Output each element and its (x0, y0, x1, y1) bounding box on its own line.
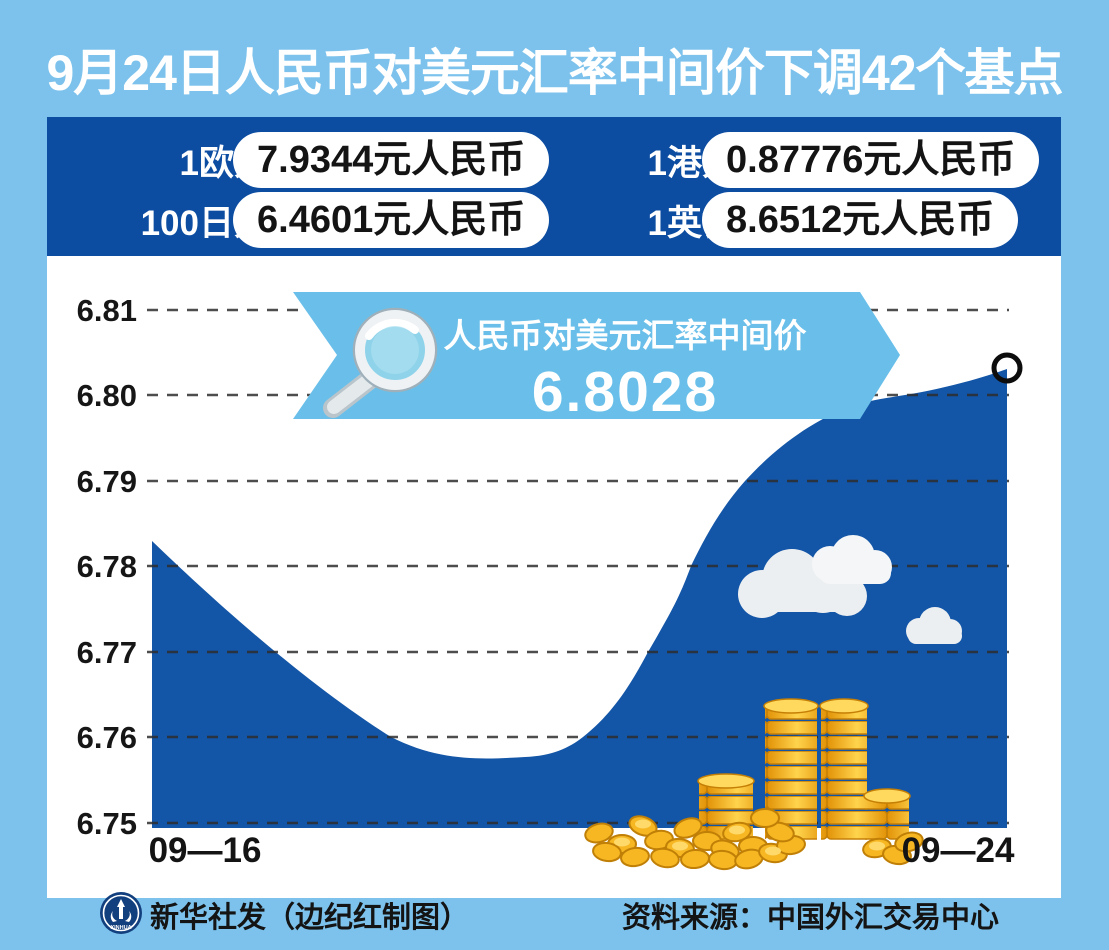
end-point-marker (991, 352, 1023, 384)
rate-value-pill-gbp: 8.6512元人民币 (702, 192, 1019, 248)
y-axis-label: 6.76 (77, 720, 137, 755)
badge-value: 6.8028 (531, 360, 719, 424)
rate-value-pill-jpy: 6.4601元人民币 (233, 192, 550, 248)
y-axis-label: 6.78 (77, 549, 137, 584)
x-axis-label-start: 09—16 (149, 831, 262, 870)
rate-value-pill-hkd: 0.87776元人民币 (702, 132, 1040, 188)
xinhua-logo-text: XINHUA (110, 925, 131, 931)
xinhua-logo-icon: XINHUA (100, 892, 142, 934)
cloud-icon (738, 535, 892, 618)
credit-text: 新华社发（边纪红制图） (150, 902, 470, 934)
exchange-rates-panel: 1欧元 7.9344元人民币 1港元 0.87776元人民币 100日元 6.4… (47, 117, 1061, 256)
rate-value-pill-eur: 7.9344元人民币 (233, 132, 550, 188)
rate-badge: 人民币对美元汇率中间价 6.8028 (293, 292, 900, 419)
x-axis-label-end: 09—24 (902, 831, 1015, 870)
magnifier-icon (323, 307, 438, 418)
badge-label: 人民币对美元汇率中间价 (443, 317, 807, 354)
area-series (152, 369, 1007, 828)
source-text: 资料来源：中国外汇交易中心 (622, 902, 1000, 934)
y-axis-label: 6.81 (77, 293, 137, 328)
page-title: 9月24日人民币对美元汇率中间价下调42个基点 (46, 45, 1063, 101)
y-axis-label: 6.77 (77, 635, 137, 670)
y-axis-label: 6.80 (77, 378, 137, 413)
scattered-gold-coins-icon (584, 808, 924, 871)
y-axis-label: 6.79 (77, 464, 137, 499)
y-axis-label: 6.75 (77, 806, 137, 841)
small-cloud-icon (906, 607, 962, 644)
chart-panel: 6.81 6.80 6.79 6.78 6.77 6.76 6.75 (47, 256, 1061, 898)
